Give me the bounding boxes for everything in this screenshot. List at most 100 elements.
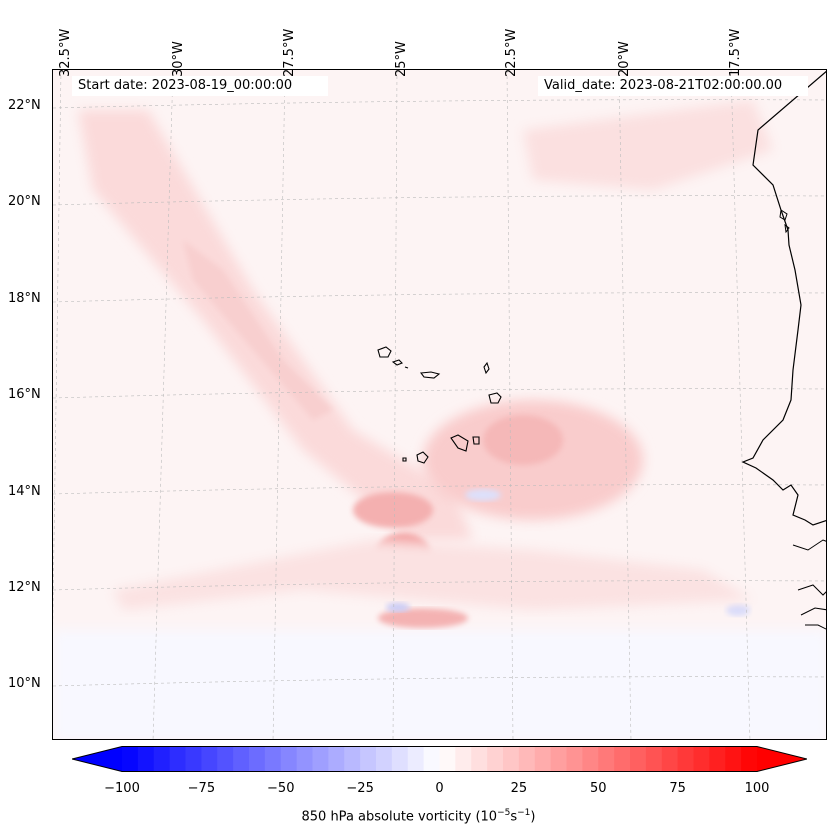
colorbar-cell [566, 746, 583, 772]
colorbar-cell [169, 746, 186, 772]
vorticity-negative-cell-b [386, 602, 410, 612]
colorbar-cell [471, 746, 488, 772]
colorbar-cell [455, 746, 472, 772]
colorbar-tick-label: 50 [589, 781, 607, 796]
lon-label-32-5: 32.5°W [58, 28, 73, 77]
lat-label-14: 14°N [8, 484, 41, 499]
colorbar-cell [439, 746, 456, 772]
lat-label-20: 20°N [8, 194, 41, 209]
island-brava [402, 457, 407, 462]
lon-label-30: 30°W [171, 41, 186, 77]
colorbar-cell [503, 746, 520, 772]
colorbar-cell [693, 746, 710, 772]
vorticity-north-band [523, 100, 773, 190]
colorbar-cell [249, 746, 266, 772]
lat-label-10: 10°N [8, 676, 41, 691]
colorbar-cell [233, 746, 250, 772]
colorbar-cell [423, 746, 440, 772]
colorbar-cell [360, 746, 377, 772]
map-panel [52, 69, 827, 740]
island-santiago [450, 434, 469, 452]
colorbar-tick-label: 25 [510, 781, 528, 796]
colorbar-cell [344, 746, 361, 772]
colorbar-cell [598, 746, 615, 772]
guinea-coast-islands [792, 539, 826, 630]
colorbar-cell [661, 746, 679, 772]
colorbar-tick-label: −100 [104, 781, 140, 796]
colorbar [72, 746, 807, 772]
colorbar-cell [312, 746, 329, 772]
island-santo-antao [377, 346, 392, 358]
lon-label-27-5: 27.5°W [282, 28, 297, 77]
lat-label-22: 22°N [8, 98, 41, 113]
vorticity-negative-cell-a [465, 489, 501, 501]
colorbar-cell [153, 746, 171, 772]
banc-arguin-islets [779, 209, 790, 234]
lon-label-20: 20°W [617, 41, 632, 77]
colorbar-tick-label: 0 [435, 781, 444, 796]
colorbar-label: 850 hPa absolute vorticity (10−5s−1) [0, 808, 837, 824]
vorticity-negative-cell-c [726, 604, 750, 616]
colorbar-tick-label: 75 [669, 781, 686, 796]
valid-date-label: Valid_date: 2023-08-21T02:00:00.00 [538, 76, 808, 96]
vorticity-cell-a [353, 492, 433, 528]
colorbar-cell [328, 746, 345, 772]
island-santa-luzia [404, 366, 409, 369]
colorbar-tick-label: −75 [187, 781, 216, 796]
colorbar-cell [614, 746, 631, 772]
lat-label-18: 18°N [8, 291, 41, 306]
vorticity-diagonal-band [78, 110, 473, 540]
colorbar-label-suffix: ) [530, 809, 536, 825]
lon-line-30 [152, 70, 174, 739]
colorbar-cell [280, 746, 298, 772]
island-boa-vista [488, 392, 502, 404]
colorbar-label-exp2: −1 [517, 808, 531, 818]
vorticity-low-band [53, 630, 826, 739]
island-fogo [416, 451, 429, 464]
lon-line-17-5 [730, 70, 751, 739]
lon-line-25 [392, 70, 398, 739]
start-date-label: Start date: 2023-08-19_00:00:00 [72, 76, 328, 96]
island-sal [483, 361, 490, 375]
vorticity-central-core [483, 415, 563, 465]
vorticity-diagonal-core [183, 240, 333, 420]
cape-verde-islands [377, 346, 502, 464]
lon-line-20 [618, 70, 632, 739]
island-maio [472, 436, 480, 445]
colorbar-cell [376, 746, 393, 772]
colorbar-cell [518, 746, 536, 772]
colorbar-tick-label: −50 [267, 781, 295, 796]
colorbar-cell [217, 746, 234, 772]
colorbar-extend-low [72, 746, 122, 772]
vorticity-south-band [113, 540, 753, 610]
colorbar-label-prefix: 850 hPa absolute vorticity (10 [301, 809, 498, 825]
lon-line-27-5 [272, 70, 286, 739]
colorbar-cell [137, 746, 155, 772]
colorbar-cell [550, 746, 567, 772]
colorbar-cell [407, 746, 425, 772]
colorbar-cell [391, 746, 409, 772]
colorbar-cell [264, 746, 282, 772]
colorbar-cell [630, 746, 647, 772]
lat-label-12: 12°N [8, 580, 41, 595]
colorbar-cell [582, 746, 599, 772]
colorbar-tick-label: 100 [744, 781, 770, 796]
island-sao-nicolau [419, 371, 441, 379]
colorbar-cell [122, 746, 139, 772]
colorbar-cell [487, 746, 504, 772]
colorbar-cell [709, 746, 726, 772]
lon-line-22-5 [506, 70, 514, 739]
lon-label-25: 25°W [394, 41, 409, 77]
colorbar-cell [296, 746, 313, 772]
colorbar-cell [741, 746, 758, 772]
lat-label-16: 16°N [8, 387, 41, 402]
island-sao-vicente [391, 359, 403, 366]
vorticity-cell-c [378, 608, 468, 628]
colorbar-cell [201, 746, 218, 772]
lon-label-17-5: 17.5°W [728, 28, 743, 77]
colorbar-cell [645, 746, 663, 772]
colorbar-cell [725, 746, 742, 772]
colorbar-label-exp1: −5 [497, 808, 511, 818]
vorticity-map [53, 70, 826, 739]
colorbar-cell [534, 746, 552, 772]
